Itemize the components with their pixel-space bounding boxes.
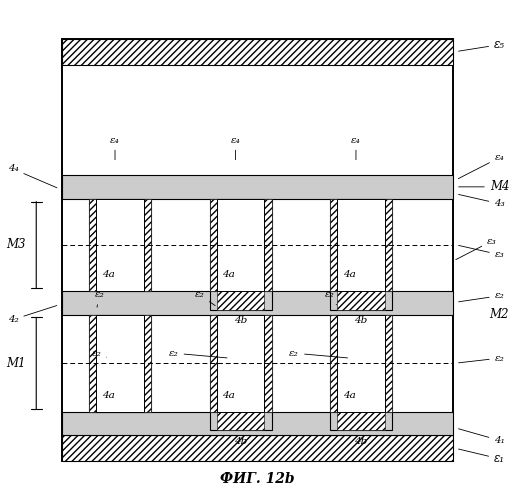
Text: ε₂: ε₂ <box>459 354 504 363</box>
Bar <box>210 291 271 310</box>
Text: ФИГ. 12b: ФИГ. 12b <box>220 472 295 486</box>
Bar <box>330 412 392 430</box>
Text: 4b: 4b <box>234 316 247 325</box>
Bar <box>62 38 453 64</box>
Text: 4a: 4a <box>343 270 356 280</box>
Bar <box>330 314 392 412</box>
Text: 4₄: 4₄ <box>8 164 57 188</box>
Bar <box>62 412 453 436</box>
Text: 4a: 4a <box>222 391 235 400</box>
Text: 4a: 4a <box>102 391 114 400</box>
Text: 4a: 4a <box>343 391 356 400</box>
Bar <box>337 291 385 310</box>
Text: ε₂: ε₂ <box>92 348 107 358</box>
Bar <box>89 314 97 412</box>
Bar <box>217 291 264 310</box>
Text: M1: M1 <box>6 356 26 370</box>
Bar <box>264 199 271 291</box>
Bar <box>62 436 453 462</box>
Text: ε₂: ε₂ <box>459 291 504 302</box>
Bar <box>89 314 151 412</box>
Text: ε₅: ε₅ <box>459 38 505 51</box>
Text: 4b: 4b <box>354 316 368 325</box>
Bar <box>330 291 392 310</box>
Text: 4₃: 4₃ <box>459 194 505 208</box>
Text: 4₂: 4₂ <box>8 306 57 324</box>
Bar <box>89 199 151 291</box>
Text: M3: M3 <box>6 238 26 252</box>
Bar <box>144 199 151 291</box>
Bar <box>217 199 264 291</box>
Text: 4₁: 4₁ <box>458 429 505 445</box>
Text: ε₂: ε₂ <box>195 290 215 306</box>
Text: 4a: 4a <box>222 270 235 280</box>
Text: 4b: 4b <box>234 437 247 446</box>
Text: ε₃: ε₃ <box>456 236 497 260</box>
Text: M2: M2 <box>489 308 509 321</box>
Text: 4a: 4a <box>102 270 114 280</box>
Bar <box>210 412 271 430</box>
Bar <box>330 314 337 412</box>
Bar <box>210 199 271 291</box>
Bar <box>62 38 453 462</box>
Bar <box>62 175 453 199</box>
Text: 4b: 4b <box>354 437 368 446</box>
Bar <box>330 199 337 291</box>
Text: ε₂: ε₂ <box>289 348 348 358</box>
Bar <box>330 199 392 291</box>
Bar <box>144 314 151 412</box>
Text: ε₄: ε₄ <box>458 153 504 178</box>
Bar <box>385 199 392 291</box>
Text: ε₄: ε₄ <box>351 136 361 160</box>
Text: ε₂: ε₂ <box>169 348 227 358</box>
Bar <box>62 291 453 314</box>
Bar <box>337 314 385 412</box>
Bar <box>89 199 97 291</box>
Bar <box>210 199 217 291</box>
Text: ε₄: ε₄ <box>110 136 120 160</box>
Bar <box>217 314 264 412</box>
Text: ε₂: ε₂ <box>325 290 336 305</box>
Bar <box>97 199 144 291</box>
Bar <box>385 314 392 412</box>
Text: ε₄: ε₄ <box>230 136 240 160</box>
Bar <box>97 314 144 412</box>
Bar <box>337 199 385 291</box>
Text: ε₃: ε₃ <box>459 246 504 259</box>
Text: M4: M4 <box>459 180 509 194</box>
Bar <box>217 412 264 430</box>
Bar <box>337 412 385 430</box>
Text: ε₁: ε₁ <box>458 449 505 466</box>
Text: ε₂: ε₂ <box>94 290 104 307</box>
Bar <box>210 314 217 412</box>
Bar <box>210 314 271 412</box>
Bar <box>264 314 271 412</box>
